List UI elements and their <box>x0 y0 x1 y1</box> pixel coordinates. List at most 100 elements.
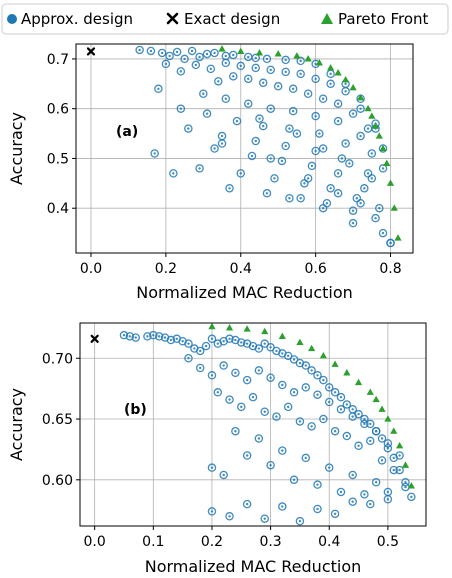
chart-b-point-approx-core <box>263 517 266 520</box>
chart-a-point-approx-core <box>194 63 198 67</box>
chart-b-point-approx <box>295 516 305 526</box>
chart-b-point-approx <box>313 390 322 399</box>
chart-b-point-approx <box>260 407 269 416</box>
chart-b-point-approx <box>295 417 305 426</box>
chart-a-point-approx <box>288 84 298 94</box>
chart-b-point-approx-core <box>328 400 331 404</box>
chart-a-point-approx-core <box>329 72 332 76</box>
chart-a-point-approx-core <box>314 62 317 66</box>
chart-a-point-approx <box>247 151 257 161</box>
chart-a-point-approx <box>229 50 238 60</box>
chart-a-point-approx-core <box>228 187 231 190</box>
chart-a-point-approx-core <box>269 107 272 110</box>
legend-marker-approx <box>7 14 17 24</box>
chart-a-point-approx-core <box>239 64 242 68</box>
chart-a-point-approx <box>303 174 313 183</box>
chart-b-point-approx-core <box>316 374 319 377</box>
chart-a-ylabel: Accuracy <box>7 112 26 185</box>
chart-b-point-approx <box>360 419 369 429</box>
chart-b-point-approx-core <box>380 437 384 440</box>
chart-a-point-approx <box>367 174 377 183</box>
chart-a-xtick-label: 0.6 <box>305 261 327 277</box>
chart-a-point-approx-core <box>220 142 224 145</box>
chart-a-point-approx-core <box>351 112 355 115</box>
chart-a-point-approx-core <box>254 56 257 60</box>
chart-a-point-approx-core <box>153 152 156 155</box>
chart-b-point-approx <box>395 465 404 475</box>
chart-a-series-circle <box>135 45 395 248</box>
chart-b-point-approx-core <box>316 393 319 396</box>
chart-a: (a) 0.0 0.2 0.4 0.6 0.8 0.4 0.5 0.6 0.7 Normalize… <box>7 43 414 302</box>
chart-b-point-approx-core <box>328 386 331 389</box>
chart-b-point-pareto <box>308 344 316 352</box>
chart-a-point-approx-core <box>288 197 291 200</box>
chart-a-point-approx-core <box>232 53 235 57</box>
chart-b-point-approx-core <box>339 395 343 399</box>
chart-a-point-approx <box>262 54 272 64</box>
chart-b-point-approx <box>283 402 293 412</box>
chart-a-point-approx <box>375 203 384 213</box>
chart-a-point-approx <box>176 67 186 76</box>
chart-a-point-pareto <box>304 55 312 62</box>
chart-b-xlabel: Normalized MAC Reduction <box>145 557 362 576</box>
chart-b-point-approx <box>184 339 193 348</box>
chart-b-point-approx-core <box>333 429 337 433</box>
chart-a-point-approx <box>187 46 197 56</box>
chart-b-point-approx-core <box>328 466 331 469</box>
chart-b-point-approx-core <box>187 357 190 360</box>
chart-b-axes-frame <box>79 322 427 527</box>
chart-a-point-approx-core <box>306 92 310 95</box>
chart-a-point-approx-core <box>175 50 179 54</box>
chart-a-point-approx <box>184 124 193 133</box>
chart-a-point-approx-core <box>366 127 370 130</box>
chart-b-point-approx-core <box>310 425 313 428</box>
chart-b-point-approx <box>131 333 140 342</box>
chart-a-point-approx-core <box>321 97 325 100</box>
chart-b-xtick-label: 0.0 <box>84 534 106 550</box>
chart-a-point-approx <box>266 65 275 75</box>
chart-b-point-approx-core <box>322 417 325 421</box>
chart-b-point-approx-core <box>298 519 302 523</box>
chart-b-point-approx <box>207 463 217 472</box>
chart-a-point-approx <box>348 109 358 118</box>
chart-b-point-approx-core <box>204 344 208 348</box>
chart-b-point-approx <box>348 412 357 421</box>
chart-a-point-approx <box>236 61 246 71</box>
chart-a-point-approx-core <box>351 221 355 225</box>
chart-b-point-approx-core <box>369 422 372 426</box>
chart-a-point-pareto <box>371 122 380 129</box>
chart-a-point-approx-core <box>288 127 291 130</box>
chart-a-point-approx-core <box>198 55 201 59</box>
chart-b-point-approx <box>260 339 269 348</box>
chart-b-point-approx-core <box>146 335 149 338</box>
chart-b-point-approx-core <box>257 347 261 350</box>
chart-a-point-approx-core <box>370 177 374 180</box>
chart-b-point-approx <box>231 368 240 378</box>
chart-a-point-approx <box>169 169 178 178</box>
chart-a-xtick-label: 0.0 <box>80 261 102 277</box>
chart-a-axes-frame <box>75 43 414 254</box>
chart-a-point-pareto <box>315 59 323 66</box>
chart-a-point-pareto <box>334 69 342 76</box>
chart-a-point-approx <box>150 149 159 158</box>
legend: Approx. design Exact design Pareto Front <box>1 3 449 35</box>
chart-a-point-approx-core <box>205 52 209 56</box>
chart-b-point-approx <box>336 392 346 402</box>
chart-b-point-approx <box>366 499 375 509</box>
chart-b-point-approx <box>371 477 381 487</box>
chart-a-series-triangle <box>218 45 402 241</box>
chart-b-point-pareto <box>278 332 286 339</box>
chart-b-point-approx-core <box>187 342 190 345</box>
chart-a-point-approx <box>225 184 234 193</box>
legend-marker-exact <box>166 12 179 25</box>
chart-a-point-approx <box>333 169 343 178</box>
chart-b-point-approx-core <box>333 391 337 394</box>
chart-a-point-approx <box>318 203 328 213</box>
chart-a-point-approx <box>371 213 380 223</box>
chart-b-point-approx-core <box>292 478 296 482</box>
chart-a-point-approx <box>221 58 231 68</box>
chart-b-point-approx-core <box>175 337 178 340</box>
chart-a-point-approx <box>378 228 388 238</box>
chart-b-point-approx-core <box>386 498 390 501</box>
chart-b-point-approx <box>242 375 252 385</box>
